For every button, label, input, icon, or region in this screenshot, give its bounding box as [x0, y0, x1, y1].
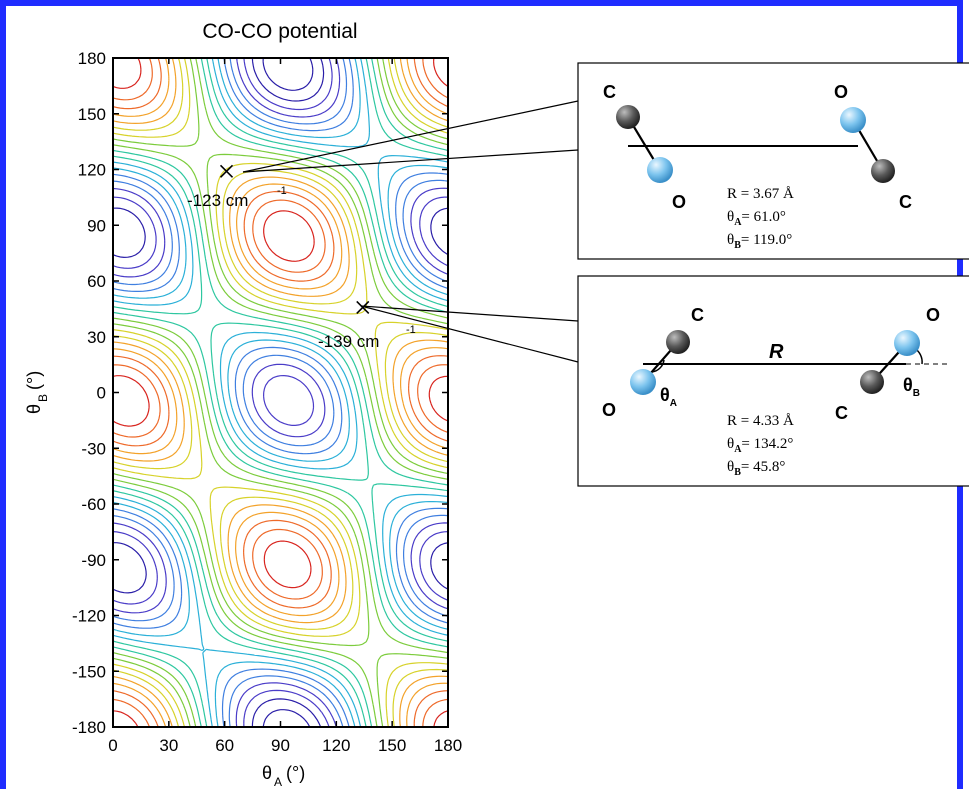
- inset-2-angle-b-label: θB: [903, 375, 920, 399]
- inset-2-label-o1: O: [602, 400, 616, 420]
- inset-1-r-value: R = 3.67 Å: [727, 186, 794, 202]
- inset-1-box: [577, 62, 969, 260]
- x-tick-label: 180: [434, 736, 462, 755]
- y-tick-label: -120: [72, 607, 106, 626]
- inset-1-label-c1: C: [603, 82, 616, 102]
- contour-line: [113, 58, 448, 727]
- inset-1-carbon-a: [616, 105, 640, 129]
- inset-1-thetaA: θA= 61.0°: [727, 209, 786, 228]
- contour-line: [113, 58, 448, 727]
- y-tick-label: 180: [78, 49, 106, 68]
- plot-area: [112, 57, 449, 728]
- inset-2-carbon-b: [860, 370, 884, 394]
- y-tick-label: -180: [72, 718, 106, 737]
- minimum-label-2-value: -139 cm: [318, 332, 379, 351]
- y-axis-label-unit: (°): [24, 371, 44, 390]
- inset-2-oxygen-b: [894, 330, 920, 356]
- inset-2-carbon-a: [666, 330, 690, 354]
- contour-line: [113, 58, 448, 727]
- inset-2-thetaB: θB= 45.8°: [727, 459, 785, 478]
- x-tick-label: 120: [322, 736, 350, 755]
- contour-line: [113, 58, 448, 727]
- inset-1-label-o1: O: [672, 192, 686, 212]
- y-tick-label: 90: [87, 216, 106, 235]
- contour-line: [113, 58, 448, 727]
- y-tick-label: 120: [78, 161, 106, 180]
- contour-line: [113, 58, 448, 727]
- minimum-label-1-value: -123 cm: [187, 191, 248, 210]
- minimum-label-2: -139 cm -1: [318, 324, 416, 351]
- inset-1-oxygen-a: [647, 157, 673, 183]
- y-tick-label: 150: [78, 105, 106, 124]
- inset-2-angle-a-label: θA: [660, 385, 677, 409]
- y-tick-label: -30: [81, 439, 106, 458]
- inset-2-label-c1: C: [691, 305, 704, 325]
- inset-2-oxygen-a: [630, 369, 656, 395]
- y-axis-label-sub: B: [36, 394, 50, 402]
- contour-line: [113, 58, 448, 727]
- x-axis-label-symbol: θ: [262, 763, 272, 783]
- minimum-label-2-exp: -1: [406, 324, 416, 336]
- contour-line: [113, 58, 448, 727]
- inset-panel-1: C O O C R = 3.67 Å θA= 61.0° θB= 119.0°: [577, 62, 969, 260]
- inset-1-carbon-b: [871, 159, 895, 183]
- y-tick-label: 30: [87, 328, 106, 347]
- inset-panel-2: C O O C R θA θB R = 4.33 Å θA= 134.2° θB…: [577, 275, 969, 487]
- contour-lines: [113, 58, 448, 727]
- connector-lines: [242, 100, 579, 363]
- inset-2-angle-arc-a: [651, 359, 665, 373]
- inset-2-label-c2: C: [835, 403, 848, 423]
- x-tick-label: 0: [108, 736, 117, 755]
- x-tick-label: 150: [378, 736, 406, 755]
- inset-2-thetaA: θA= 134.2°: [727, 436, 793, 455]
- minimum-marker-1: [219, 164, 234, 178]
- x-axis-label: θ A (°): [262, 763, 305, 789]
- contour-line: [262, 58, 314, 727]
- inset-1-label-c2: C: [899, 192, 912, 212]
- inset-1-oxygen-b: [840, 107, 866, 133]
- x-axis-label-unit: (°): [286, 763, 305, 783]
- inset-2-label-o2: O: [926, 305, 940, 325]
- inset-2-r-value: R = 4.33 Å: [727, 413, 794, 429]
- x-axis-ticks: 0 30 60 90 120 150 180: [108, 58, 462, 755]
- y-tick-label: -60: [81, 495, 106, 514]
- y-axis-label-symbol: θ: [24, 404, 44, 414]
- minimum-label-1-exp: -1: [277, 185, 287, 197]
- y-tick-label: 0: [97, 384, 106, 403]
- contour-line: [113, 58, 448, 727]
- x-tick-label: 90: [271, 736, 290, 755]
- x-tick-label: 60: [215, 736, 234, 755]
- chart-title: CO-CO potential: [202, 20, 357, 43]
- contour-line: [113, 58, 448, 727]
- y-axis-ticks: 180 150 120 90 60 30 0 -30 -60 -90 -120 -150 -180: [72, 49, 448, 737]
- contour-line: [113, 58, 448, 727]
- inset-1-thetaB: θB= 119.0°: [727, 232, 792, 251]
- y-tick-label: 60: [87, 272, 106, 291]
- contour-line: [113, 58, 448, 727]
- inset-2-bond-label: R: [769, 341, 784, 363]
- contour-line: [113, 58, 448, 727]
- contour-line: [113, 58, 448, 727]
- y-axis-label: θ B (°): [24, 371, 50, 414]
- x-axis-label-sub: A: [274, 775, 282, 789]
- inset-1-label-o2: O: [834, 82, 848, 102]
- minimum-marker-2: [356, 300, 370, 314]
- contour-line: [113, 58, 448, 727]
- x-tick-label: 30: [159, 736, 178, 755]
- y-tick-label: -90: [81, 551, 106, 570]
- contour-line: [113, 58, 448, 727]
- contour-line: [113, 58, 448, 727]
- y-tick-label: -150: [72, 662, 106, 681]
- contour-line: [113, 58, 448, 727]
- minimum-label-1: -123 cm -1: [187, 185, 287, 210]
